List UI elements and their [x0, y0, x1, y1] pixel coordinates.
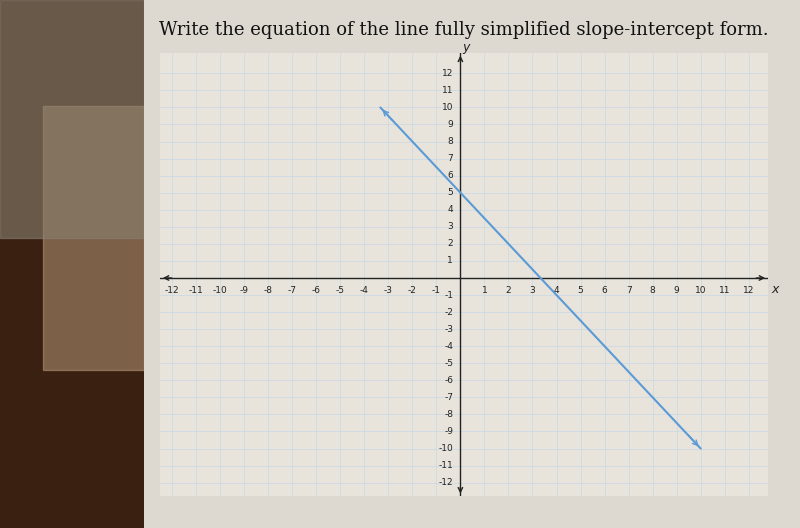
Text: -7: -7: [288, 286, 297, 295]
Text: -8: -8: [444, 410, 453, 419]
Text: 8: 8: [650, 286, 655, 295]
Text: 5: 5: [447, 188, 453, 197]
Text: 12: 12: [442, 69, 453, 78]
Text: -4: -4: [360, 286, 369, 295]
Text: 6: 6: [602, 286, 607, 295]
Text: 9: 9: [674, 286, 679, 295]
Text: -12: -12: [165, 286, 179, 295]
Text: 3: 3: [447, 222, 453, 231]
Text: y: y: [462, 41, 470, 54]
Text: -5: -5: [444, 359, 453, 368]
Text: 3: 3: [530, 286, 535, 295]
Text: -2: -2: [408, 286, 417, 295]
Text: -6: -6: [444, 376, 453, 385]
Text: 2: 2: [506, 286, 511, 295]
Text: -9: -9: [240, 286, 249, 295]
Text: 12: 12: [743, 286, 754, 295]
Text: -3: -3: [444, 325, 453, 334]
Text: -7: -7: [444, 393, 453, 402]
Text: -11: -11: [189, 286, 203, 295]
Text: 10: 10: [695, 286, 706, 295]
Bar: [43, 106, 144, 370]
Text: 7: 7: [447, 154, 453, 163]
Text: 1: 1: [482, 286, 487, 295]
Text: 11: 11: [719, 286, 730, 295]
Text: -5: -5: [336, 286, 345, 295]
Text: 8: 8: [447, 137, 453, 146]
Text: 11: 11: [442, 86, 453, 95]
Text: -4: -4: [444, 342, 453, 351]
Text: Write the equation of the line fully simplified slope-intercept form.: Write the equation of the line fully sim…: [159, 21, 769, 39]
Text: 7: 7: [626, 286, 631, 295]
Text: -6: -6: [312, 286, 321, 295]
Text: -10: -10: [438, 444, 453, 453]
Text: 9: 9: [447, 120, 453, 129]
Text: -8: -8: [264, 286, 273, 295]
Text: -1: -1: [444, 290, 453, 299]
Text: 1: 1: [447, 257, 453, 266]
Bar: [0, 0, 144, 238]
Text: -2: -2: [444, 308, 453, 317]
Text: 4: 4: [447, 205, 453, 214]
Text: -11: -11: [438, 461, 453, 470]
Text: -10: -10: [213, 286, 227, 295]
Text: x: x: [771, 284, 779, 296]
Text: -9: -9: [444, 427, 453, 436]
Text: 6: 6: [447, 171, 453, 180]
Text: 5: 5: [578, 286, 583, 295]
Text: -1: -1: [432, 286, 441, 295]
Text: 10: 10: [442, 103, 453, 112]
Text: -12: -12: [438, 478, 453, 487]
Text: 4: 4: [554, 286, 559, 295]
Text: 2: 2: [447, 239, 453, 248]
Text: -3: -3: [384, 286, 393, 295]
